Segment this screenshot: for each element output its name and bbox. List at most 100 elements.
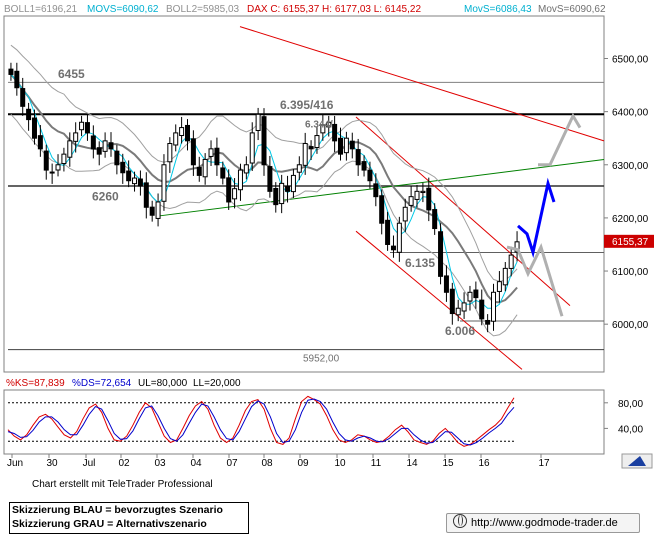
candle-body	[49, 171, 55, 174]
candle-body	[155, 201, 161, 219]
candle-body	[338, 137, 344, 155]
candle-body	[214, 147, 220, 166]
candle-body	[255, 113, 261, 131]
xtick-label: 07	[226, 458, 238, 469]
price-ytick-label: 6300,00	[612, 161, 649, 172]
candle-body	[296, 164, 302, 173]
candle-body	[473, 289, 479, 299]
xtick-label: 10	[334, 458, 346, 469]
candle-body	[55, 164, 61, 171]
candle-body	[326, 121, 332, 128]
candle-body	[114, 150, 120, 166]
candle-body	[31, 117, 37, 139]
candle-body	[432, 209, 438, 230]
bollinger-lower-band	[10, 113, 518, 337]
candle-body	[73, 132, 79, 142]
candle-body	[320, 124, 326, 134]
price-ytick-label: 6100,00	[612, 267, 649, 278]
header-boll1: BOLL1=6196,21	[4, 4, 78, 15]
header-movs-grey: MovS=6090,62	[538, 4, 606, 15]
candle-body	[443, 275, 449, 293]
xtick-label: 30	[46, 458, 58, 469]
candle-body	[408, 196, 414, 206]
candle-body	[373, 183, 379, 198]
xtick-label: 04	[190, 458, 202, 469]
xtick-label: 17	[538, 458, 550, 469]
draw-tool-icon	[628, 456, 646, 466]
osc-ks-label: %KS=87,839	[6, 378, 65, 389]
candle-body	[179, 127, 185, 137]
candle-body	[196, 166, 202, 176]
osc-ll-label: LL=20,000	[193, 378, 241, 389]
channel-upper-line	[239, 26, 605, 142]
xtick-label: 15	[442, 458, 454, 469]
candle-body	[438, 231, 444, 277]
candle-body	[455, 307, 461, 316]
candle-body	[302, 143, 308, 166]
level-label-6395: 6.395/416	[280, 98, 334, 112]
price-panel-frame	[3, 15, 605, 373]
osc-ds-label: %DS=72,654	[72, 378, 132, 389]
level-label-obscured: 6.344/	[305, 120, 333, 131]
website-url: http://www.godmode-trader.de	[471, 517, 618, 529]
candle-body	[173, 132, 179, 146]
candle-body	[261, 116, 267, 166]
level-label-6006: 6.006	[445, 324, 475, 338]
scenario-legend: Skizzierung BLAU = bevorzugtes Szenario …	[9, 502, 249, 534]
candle-body	[367, 169, 373, 182]
header-movs-cyan: MovS=6086,43	[464, 4, 532, 15]
website-link[interactable]: http://www.godmode-trader.de	[446, 513, 640, 533]
candle-body	[20, 88, 26, 107]
xtick-label: 02	[118, 458, 130, 469]
candle-body	[461, 302, 467, 312]
candle-body	[390, 245, 396, 251]
candle-body	[26, 108, 32, 121]
xtick-label: Jun	[7, 458, 23, 469]
candle-body	[355, 149, 361, 166]
last-price-tag-text: 6155,37	[612, 237, 649, 248]
candle-body	[332, 123, 338, 142]
candle-body	[508, 254, 514, 269]
candle-body	[67, 140, 73, 158]
scenario-blue-path	[517, 177, 556, 259]
candle-body	[385, 219, 391, 245]
candle-body	[496, 281, 502, 292]
xtick-label: 09	[297, 458, 309, 469]
xtick-label: 11	[371, 458, 382, 469]
xtick-label: 16	[478, 458, 490, 469]
candle-body	[61, 153, 67, 165]
chart-credit: Chart erstellt mit TeleTrader Profession…	[32, 479, 213, 490]
candle-body	[249, 132, 255, 164]
osc-ytick-label: 80,00	[618, 399, 643, 410]
candle-body	[108, 142, 114, 150]
osc-ytick-label: 40,00	[618, 424, 643, 435]
candle-body	[491, 291, 497, 322]
candle-body	[349, 140, 355, 150]
candle-body	[414, 190, 420, 200]
legend-grey: Skizzierung GRAU = Alternativszenario	[12, 518, 207, 530]
channel-lower-line	[355, 230, 523, 370]
candle-body	[143, 182, 149, 208]
candle-body	[267, 166, 273, 192]
level-label-6260: 6260	[92, 189, 119, 203]
level-label-6455: 6455	[58, 67, 85, 81]
osc-ds-line	[7, 398, 515, 446]
globe-icon	[453, 514, 467, 528]
candle-body	[226, 177, 232, 203]
candle-body	[479, 299, 485, 320]
candle-body	[220, 167, 226, 179]
candle-body	[96, 147, 102, 155]
candle-body	[426, 187, 432, 211]
candle-body	[273, 187, 279, 206]
xtick-label: 14	[406, 458, 418, 469]
price-ytick-label: 6000,00	[612, 320, 649, 331]
header-boll2: BOLL2=5985,03	[166, 4, 240, 15]
candle-body	[37, 135, 43, 150]
candle-body	[237, 169, 243, 191]
candle-body	[161, 164, 167, 202]
osc-ul-label: UL=80,000	[138, 378, 188, 389]
candle-body	[202, 158, 208, 178]
scenario-grey-path-up	[538, 112, 582, 167]
candle-body	[120, 161, 126, 174]
